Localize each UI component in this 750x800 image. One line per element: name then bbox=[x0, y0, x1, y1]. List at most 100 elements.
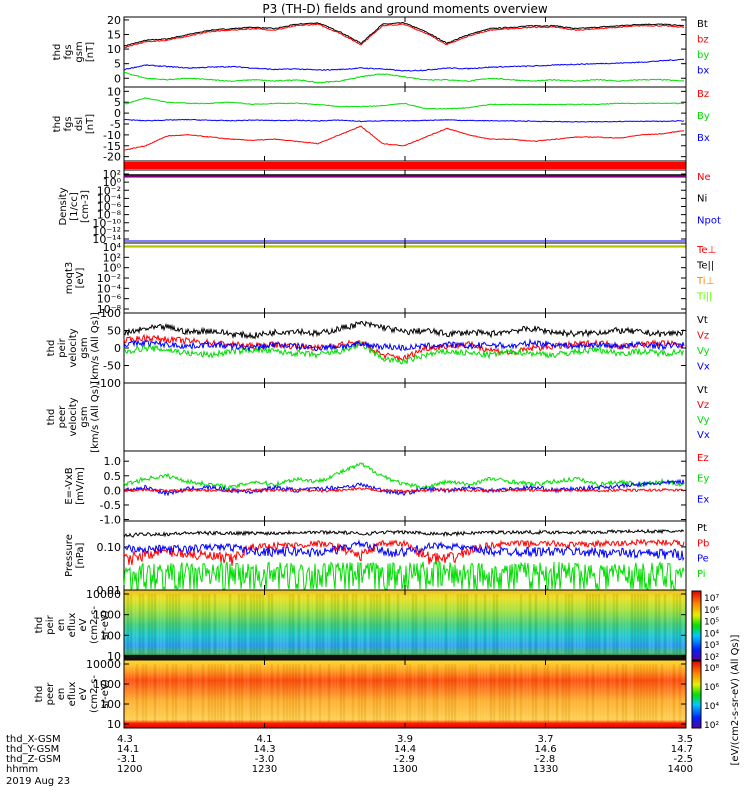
legend-ey: Ey bbox=[697, 474, 709, 485]
ephemeris-value: 1330 bbox=[533, 764, 558, 775]
panel-peir-velocity: 100 50 0 -50 -100 thd peir velocity gsm [km/s (Al… bbox=[46, 307, 710, 390]
ytick-label: 15 bbox=[107, 29, 121, 42]
ephemeris-row-label: thd_Z-GSM bbox=[6, 754, 61, 765]
colorbar-tick: 10⁶ bbox=[704, 683, 719, 693]
colorbar-tick: 10⁸ bbox=[704, 664, 719, 674]
ephemeris-value: 14.1 bbox=[117, 744, 139, 755]
ylabel-line: gsm bbox=[74, 41, 85, 62]
ephemeris-value: 14.6 bbox=[534, 744, 556, 755]
ephemeris-value: 14.7 bbox=[671, 744, 693, 755]
series-vt bbox=[123, 320, 685, 340]
ylabel-line: thd bbox=[46, 409, 57, 426]
ytick-label: 100 bbox=[100, 307, 121, 320]
legend-ex: Ex bbox=[697, 494, 709, 505]
ytick-label: 10⁻¹⁴ bbox=[92, 233, 121, 246]
colorbar-tick: 10⁴ bbox=[704, 702, 719, 712]
ytick-label: 100 bbox=[100, 698, 121, 711]
legend-vz: Vz bbox=[697, 400, 709, 411]
ylabel-line: [mV/m] bbox=[75, 467, 86, 505]
panel-peir-eflux: 10000 1000 100 10 thd peir en eflux eV (cm2-s-sr-… bbox=[34, 588, 687, 663]
series-bz bbox=[123, 23, 685, 49]
ylabel-line: gsm bbox=[79, 406, 90, 427]
ytick-label: 10 bbox=[107, 718, 121, 731]
ytick-label: -20 bbox=[103, 151, 121, 164]
ylabel-line: Pressure bbox=[64, 534, 75, 577]
density-frame bbox=[123, 169, 687, 244]
ytick-label: 10 bbox=[107, 650, 121, 663]
ephemeris-value: -2.5 bbox=[673, 754, 693, 765]
ephemeris-value: 4.3 bbox=[117, 734, 133, 745]
ylabel-line: [nT] bbox=[85, 114, 96, 134]
temperature-frame bbox=[123, 242, 687, 314]
ytick-label: 10000 bbox=[86, 588, 121, 601]
ytick-label: 10⁴ bbox=[103, 241, 122, 254]
legend-by: By bbox=[697, 111, 710, 122]
series-ey bbox=[123, 462, 685, 492]
ytick-label: 10⁻⁸ bbox=[97, 303, 122, 316]
panel-peer-velocity: thd peer velocity gsm [km/s (All Qs)] Vt Vz Vy V… bbox=[46, 381, 710, 453]
ytick-label: 10⁻¹² bbox=[92, 225, 121, 238]
ytick-label: -1.0 bbox=[100, 514, 121, 527]
ylabel-line: eflux bbox=[67, 682, 78, 707]
ylabel-line: (cm2-s- bbox=[89, 675, 100, 713]
ylabel-line: moqt3 bbox=[64, 262, 75, 295]
legend-vx: Vx bbox=[697, 430, 710, 441]
ytick-label: 0.5 bbox=[104, 470, 122, 483]
ylabel-line: thd bbox=[52, 116, 63, 133]
ytick-label: 10² bbox=[103, 168, 121, 181]
peir-velocity-frame bbox=[123, 312, 687, 384]
figure-title: P3 (TH-D) fields and ground moments over… bbox=[262, 2, 547, 16]
legend-ni: Ni bbox=[697, 194, 707, 205]
ytick-label: 10² bbox=[103, 251, 121, 264]
ytick-label: 50 bbox=[107, 325, 121, 338]
legend-pe: Pe bbox=[697, 554, 709, 565]
ytick-label: 0.0 bbox=[104, 484, 122, 497]
series-bx bbox=[123, 118, 685, 123]
legend-bx: Bx bbox=[697, 133, 710, 144]
ytick-label: 10⁰ bbox=[103, 262, 122, 275]
series-ez bbox=[123, 487, 685, 494]
ytick-label: 0.10 bbox=[97, 541, 122, 554]
colorbar-tick: 10⁶ bbox=[704, 606, 719, 616]
ytick-label: 0 bbox=[114, 72, 121, 85]
ytick-label: 0 bbox=[114, 107, 121, 120]
ephemeris-value: 14.4 bbox=[394, 744, 416, 755]
ytick-label: -0.5 bbox=[100, 499, 121, 512]
ephemeris-value: 1400 bbox=[668, 764, 693, 775]
legend-bx: bx bbox=[697, 66, 709, 77]
ylabel-line: dsl bbox=[74, 117, 85, 131]
series-bx bbox=[123, 58, 685, 72]
ylabel-line: thd bbox=[34, 617, 45, 634]
series-pi bbox=[123, 560, 685, 591]
legend-te: Te⊥ bbox=[696, 245, 716, 256]
series-pt bbox=[123, 528, 685, 538]
ytick-label: 10⁻⁸ bbox=[97, 209, 122, 222]
legend-pi: Pi bbox=[697, 569, 706, 580]
ytick-label: 10⁻² bbox=[97, 184, 121, 197]
legend-npot: Npot bbox=[697, 215, 721, 226]
ephemeris-value: -2.8 bbox=[536, 754, 556, 765]
legend-pb: Pb bbox=[697, 538, 709, 549]
ephemeris-row-label: thd_Y-GSM bbox=[6, 744, 59, 755]
colorbar-tick: 10⁵ bbox=[704, 618, 719, 628]
ytick-label: 20 bbox=[107, 14, 121, 27]
legend-ne: Ne bbox=[697, 172, 711, 183]
colorbar-tick: 10³ bbox=[704, 641, 719, 651]
ytick-label: 10⁻² bbox=[97, 272, 121, 285]
ytick-label: 0.01 bbox=[97, 584, 122, 597]
legend-vt: Vt bbox=[697, 315, 708, 326]
ylabel-line: [km/s (All Qs)] bbox=[90, 312, 101, 384]
ylabel-line: peir bbox=[45, 614, 56, 634]
ephemeris-row-label: thd_X-GSM bbox=[6, 734, 61, 745]
ylabel-line: sr-eV) bbox=[100, 679, 111, 708]
panel-peer-eflux: 10000 1000 100 10 thd peer en eflux eV (cm2-s-sr-… bbox=[34, 658, 687, 731]
ytick-label: 100 bbox=[100, 629, 121, 642]
series-pe bbox=[123, 539, 685, 562]
legend-bt: Bt bbox=[697, 19, 708, 30]
legend-pt: Pt bbox=[697, 523, 707, 534]
ylabel-line: [nT] bbox=[85, 42, 96, 62]
